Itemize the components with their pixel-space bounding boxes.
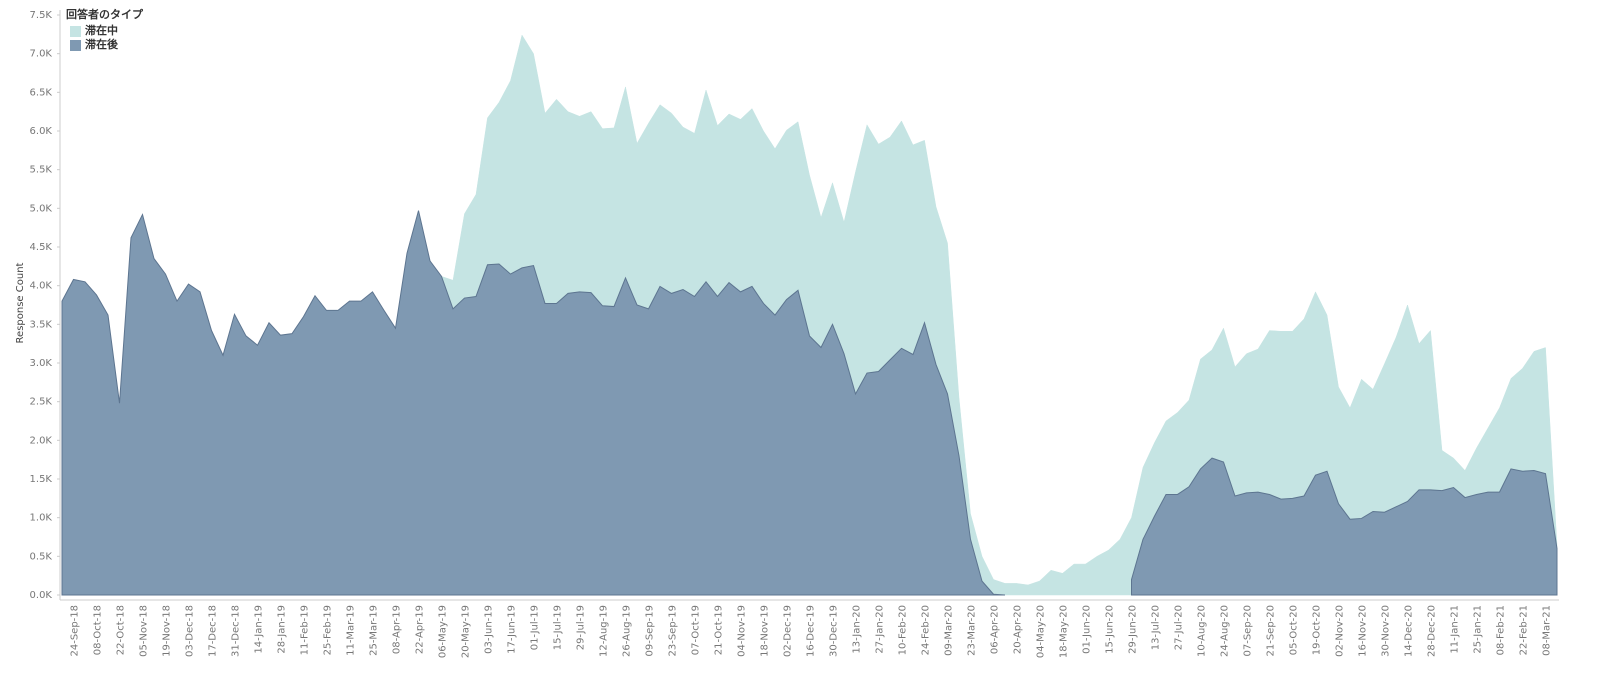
x-tick-label: 17-Dec-18 (208, 605, 219, 657)
y-tick-label: 3.5K (30, 319, 53, 330)
x-tick-label: 13-Jan-20 (852, 605, 863, 654)
x-tick-label: 06-Apr-20 (990, 605, 1001, 654)
x-tick-label: 10-Aug-20 (1197, 605, 1208, 657)
x-tick-label: 01-Jun-20 (1082, 605, 1093, 654)
x-tick-label: 22-Oct-18 (116, 605, 127, 655)
x-tick-label: 09-Sep-19 (645, 605, 656, 657)
x-tick-label: 03-Dec-18 (185, 605, 196, 657)
x-tick-label: 18-May-20 (1059, 605, 1070, 658)
x-tick-label: 28-Jan-19 (277, 605, 288, 654)
x-tick-label: 04-May-20 (1036, 605, 1047, 658)
x-tick-label: 30-Dec-19 (829, 605, 840, 657)
legend-label: 滞在中 (85, 23, 118, 37)
y-tick-label: 2.5K (30, 397, 53, 408)
x-tick-label: 14-Jan-19 (254, 605, 265, 654)
y-tick-label: 4.0K (30, 281, 53, 292)
x-tick-label: 04-Nov-19 (737, 605, 748, 657)
y-tick-label: 4.5K (30, 242, 53, 253)
x-tick-label: 25-Feb-19 (323, 605, 334, 655)
x-tick-label: 22-Apr-19 (415, 605, 426, 654)
x-tick-label: 25-Mar-19 (369, 605, 380, 656)
x-tick-label: 31-Dec-18 (231, 605, 242, 657)
x-tick-label: 27-Jul-20 (1174, 605, 1185, 650)
x-tick-label: 16-Dec-19 (806, 605, 817, 657)
x-tick-label: 29-Jun-20 (1128, 605, 1139, 654)
y-tick-label: 5.0K (30, 203, 53, 214)
x-tick-label: 03-Jun-19 (484, 605, 495, 654)
x-tick-label: 09-Mar-20 (944, 605, 955, 656)
x-tick-label: 23-Mar-20 (967, 605, 978, 656)
x-tick-label: 02-Nov-20 (1335, 605, 1346, 657)
x-tick-label: 12-Aug-19 (599, 605, 610, 657)
y-tick-label: 2.0K (30, 435, 53, 446)
x-tick-label: 27-Jan-20 (875, 605, 886, 654)
x-tick-label: 28-Dec-20 (1427, 605, 1438, 657)
x-tick-label: 07-Oct-19 (691, 605, 702, 655)
x-tick-label: 24-Aug-20 (1220, 605, 1231, 657)
x-tick-label: 21-Sep-20 (1266, 605, 1277, 657)
x-tick-label: 29-Jul-19 (576, 605, 587, 650)
y-tick-label: 1.0K (30, 513, 53, 524)
y-tick-label: 3.0K (30, 358, 53, 369)
x-tick-label: 05-Nov-18 (139, 605, 150, 657)
y-tick-label: 0.5K (30, 551, 53, 562)
x-tick-label: 20-Apr-20 (1013, 605, 1024, 654)
x-tick-label: 25-Jan-21 (1473, 605, 1484, 654)
x-tick-label: 08-Apr-19 (392, 605, 403, 654)
y-tick-label: 1.5K (30, 474, 53, 485)
x-tick-label: 15-Jul-19 (553, 605, 564, 650)
x-tick-label: 08-Mar-21 (1542, 605, 1553, 656)
x-tick-label: 22-Feb-21 (1519, 605, 1530, 655)
x-tick-label: 17-Jun-19 (507, 605, 518, 654)
x-tick-label: 30-Nov-20 (1381, 605, 1392, 657)
y-tick-label: 7.5K (30, 10, 53, 21)
x-tick-label: 11-Jan-21 (1450, 605, 1461, 654)
legend-swatch (70, 40, 81, 51)
area (61, 210, 1558, 596)
legend-title: 回答者のタイプ (66, 7, 144, 21)
x-tick-label: 24-Feb-20 (921, 605, 932, 655)
x-tick-label: 13-Jul-20 (1151, 605, 1162, 650)
y-tick-label: 5.5K (30, 165, 53, 176)
y-tick-label: 6.5K (30, 87, 53, 98)
y-axis-title: Response Count (15, 262, 26, 343)
x-tick-label: 26-Aug-19 (622, 605, 633, 657)
x-tick-label: 01-Jul-19 (530, 605, 541, 650)
x-tick-label: 10-Feb-20 (898, 605, 909, 655)
x-tick-label: 02-Dec-19 (783, 605, 794, 657)
x-tick-label: 06-May-19 (438, 605, 449, 658)
x-tick-label: 20-May-19 (461, 605, 472, 658)
x-tick-label: 24-Sep-18 (70, 605, 81, 657)
x-tick-label: 18-Nov-19 (760, 605, 771, 657)
x-tick-label: 23-Sep-19 (668, 605, 679, 657)
x-tick-label: 08-Oct-18 (93, 605, 104, 655)
x-tick-label: 11-Mar-19 (346, 605, 357, 656)
x-tick-label: 05-Oct-20 (1289, 605, 1300, 655)
x-tick-label: 14-Dec-20 (1404, 605, 1415, 657)
x-tick-label: 19-Nov-18 (162, 605, 173, 657)
x-tick-label: 16-Nov-20 (1358, 605, 1369, 657)
y-tick-label: 7.0K (30, 49, 53, 60)
x-tick-label: 08-Feb-21 (1496, 605, 1507, 655)
x-tick-label: 11-Feb-19 (300, 605, 311, 655)
legend-swatch (70, 26, 81, 37)
x-tick-label: 19-Oct-20 (1312, 605, 1323, 655)
y-tick-label: 6.0K (30, 126, 53, 137)
x-tick-label: 07-Sep-20 (1243, 605, 1254, 657)
x-tick-label: 15-Jun-20 (1105, 605, 1116, 654)
plot-area (61, 34, 1558, 596)
y-tick-label: 0.0K (30, 590, 53, 601)
x-tick-label: 21-Oct-19 (714, 605, 725, 655)
legend-label: 滞在後 (85, 37, 119, 51)
